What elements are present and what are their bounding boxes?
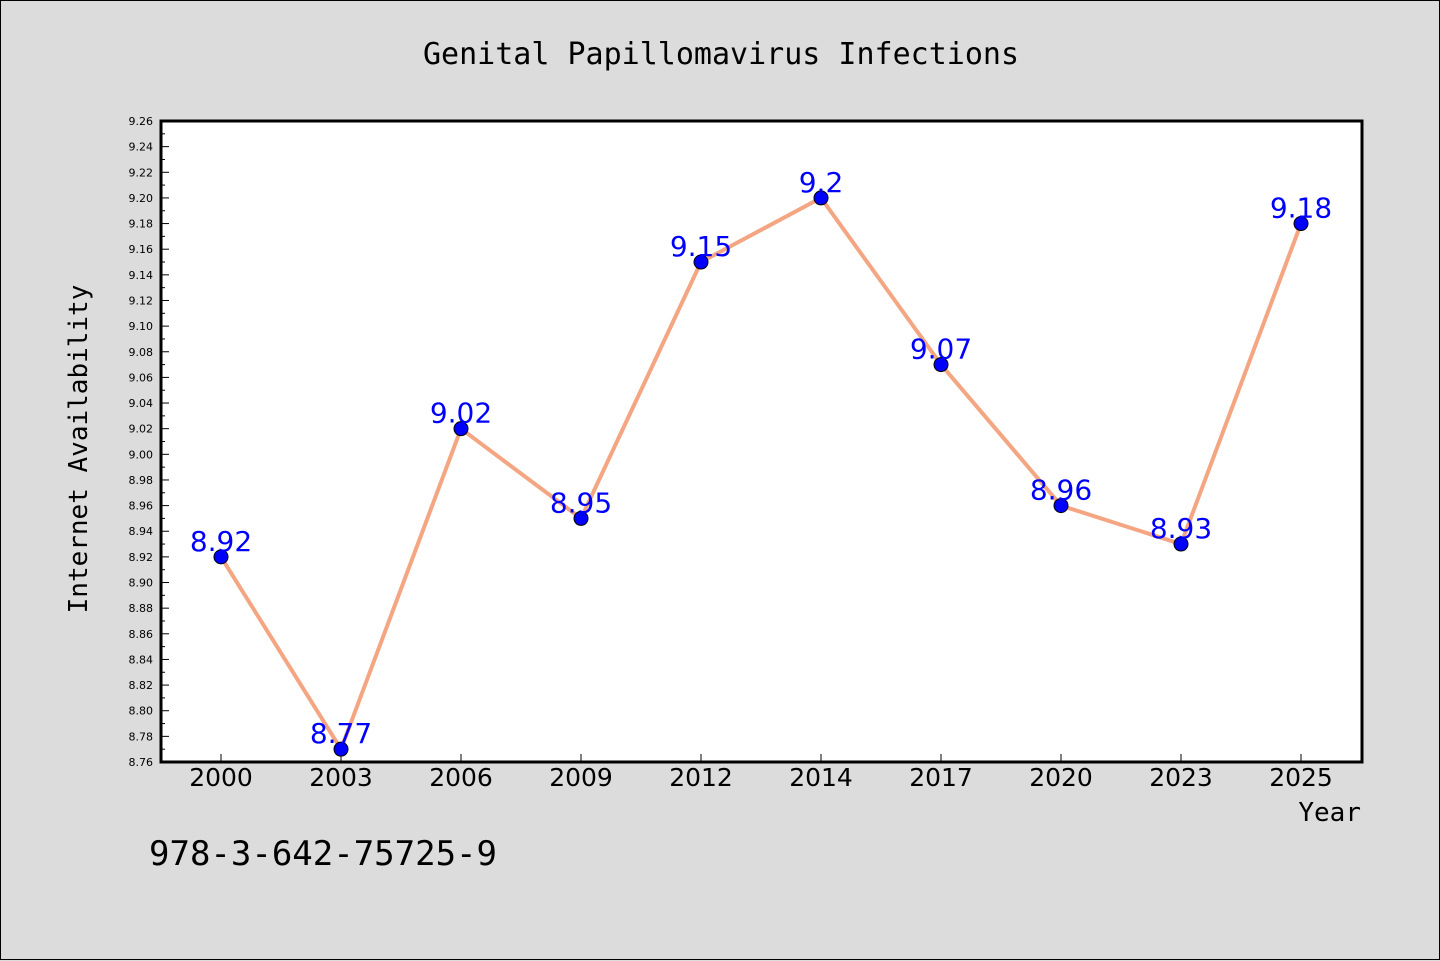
y-tick-label: 9.12 [129, 294, 154, 307]
data-point [693, 254, 709, 270]
y-tick-label: 9.06 [129, 371, 154, 384]
y-tick-label: 8.92 [129, 551, 154, 564]
x-tick-label: 2003 [309, 763, 373, 792]
data-label: 8.92 [190, 525, 252, 558]
y-tick-label: 8.80 [129, 705, 154, 718]
data-labels: 8.92 8.77 9.02 8.95 9.15 9.2 9.07 8.96 8.93 9.18 [190, 166, 1332, 750]
y-tick-label: 9.16 [129, 243, 154, 256]
y-tick-label: 9.10 [129, 320, 154, 333]
x-tick-label: 2014 [789, 763, 853, 792]
x-tick-label: 2017 [909, 763, 973, 792]
data-label: 8.93 [1150, 512, 1212, 545]
y-tick-label: 9.08 [129, 346, 154, 359]
y-tick-label: 8.86 [129, 628, 154, 641]
y-tick-label: 9.18 [129, 218, 154, 231]
y-tick-label: 9.00 [129, 448, 154, 461]
y-tick-label: 8.88 [129, 602, 154, 615]
y-tick-label: 8.76 [129, 756, 154, 769]
y-tick-label: 8.98 [129, 474, 154, 487]
data-point [933, 357, 949, 373]
x-tick-label: 2009 [549, 763, 613, 792]
data-point [453, 421, 469, 437]
y-tick-label: 8.78 [129, 730, 154, 743]
data-label: 8.95 [550, 486, 612, 519]
data-label: 8.96 [1030, 474, 1092, 507]
y-tick-label: 9.24 [129, 141, 154, 154]
y-tick-label: 8.90 [129, 577, 154, 590]
data-point [813, 190, 829, 206]
data-point [1293, 216, 1309, 232]
y-tick-label: 9.20 [129, 192, 154, 205]
x-axis-label: Year [1298, 798, 1361, 828]
y-tick-label: 9.04 [129, 397, 154, 410]
chart-title: Genital Papillomavirus Infections [423, 37, 1019, 72]
x-tick-label: 2020 [1029, 763, 1093, 792]
x-tick-label: 2006 [429, 763, 493, 792]
footer-code: 978-3-642-75725-9 [149, 834, 497, 874]
data-label: 9.02 [430, 397, 492, 430]
data-label: 9.2 [799, 166, 844, 199]
x-tick-label: 2000 [189, 763, 253, 792]
x-tick-label: 2025 [1269, 763, 1333, 792]
y-tick-label: 9.02 [129, 423, 154, 436]
series-group [213, 190, 1309, 757]
data-label: 9.18 [1270, 192, 1332, 225]
y-axis: 8.76 8.78 8.80 8.82 8.84 8.86 8.88 8.90 8.92 8.94… [129, 115, 169, 769]
y-tick-label: 9.22 [129, 166, 154, 179]
y-tick-label: 9.26 [129, 115, 154, 128]
data-point [213, 549, 229, 565]
series-line [219, 195, 1303, 752]
y-tick-label: 9.14 [129, 269, 154, 282]
data-label: 9.15 [670, 230, 732, 263]
x-tick-label: 2023 [1149, 763, 1213, 792]
data-point [1053, 498, 1069, 514]
data-point [573, 510, 589, 526]
y-tick-label: 8.84 [129, 653, 154, 666]
y-axis-label: Internet Availability [64, 285, 94, 614]
y-tick-label: 8.94 [129, 525, 154, 538]
data-label: 8.77 [310, 717, 372, 750]
data-label: 9.07 [910, 333, 972, 366]
y-tick-label: 8.96 [129, 500, 154, 513]
data-point [333, 741, 349, 757]
y-tick-label: 8.82 [129, 679, 154, 692]
x-axis: 2000 2003 2006 2009 2012 2014 2017 2020 2023 2025 [189, 754, 1333, 792]
x-tick-label: 2012 [669, 763, 733, 792]
data-point [1173, 536, 1189, 552]
plot-area [159, 119, 1364, 764]
